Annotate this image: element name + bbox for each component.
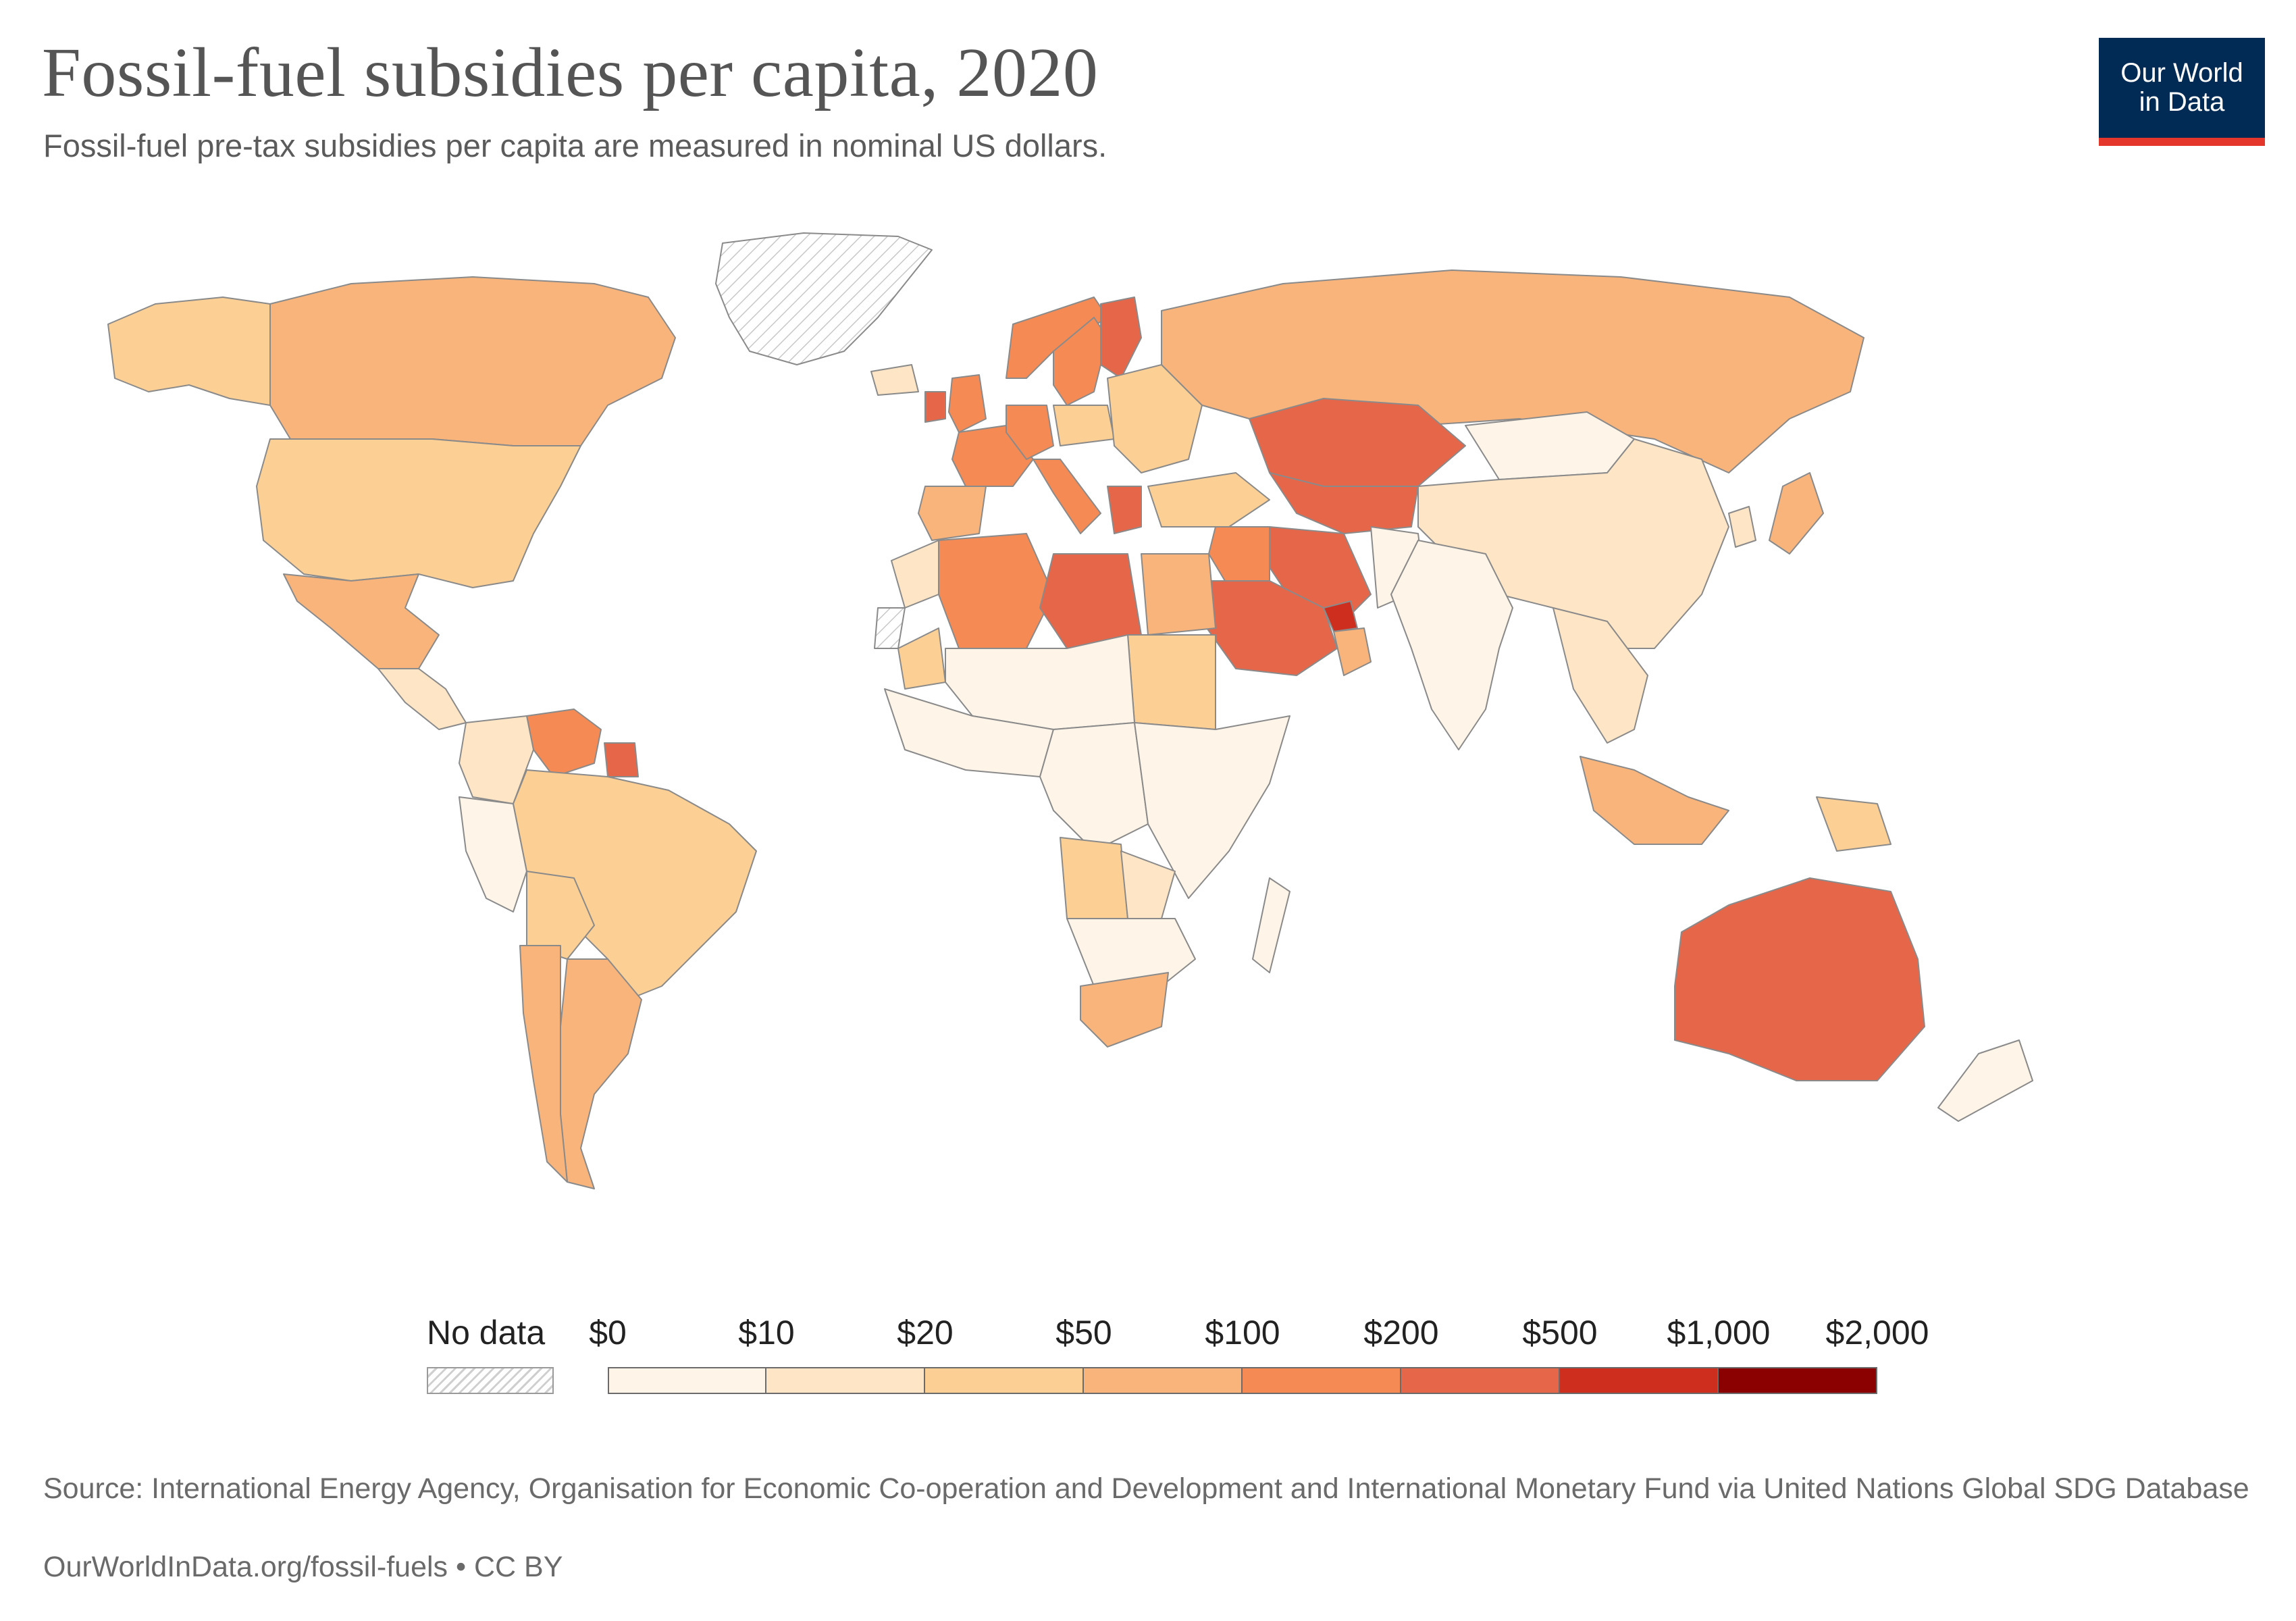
- country-oman[interactable]: [1333, 627, 1372, 676]
- country-united-arab-emirates[interactable]: [1323, 600, 1358, 632]
- country-mexico[interactable]: [283, 573, 440, 669]
- country-india[interactable]: [1390, 540, 1513, 750]
- legend-no-data-label: No data: [427, 1314, 546, 1352]
- legend-threshold-label: $200: [1363, 1314, 1439, 1352]
- country-united-states[interactable]: [256, 438, 581, 588]
- legend-bin-100-200[interactable]: [1243, 1367, 1401, 1394]
- legend-bin-0-10[interactable]: [608, 1367, 766, 1394]
- legend-threshold-label: $10: [738, 1314, 795, 1352]
- country-egypt[interactable]: [1141, 553, 1216, 636]
- country-ireland[interactable]: [924, 391, 946, 423]
- legend-threshold-label: $0: [589, 1314, 627, 1352]
- legend-bin-1000-2000[interactable]: [1719, 1367, 1877, 1394]
- chart-title: Fossil-fuel subsidies per capita, 2020: [42, 34, 1099, 111]
- country-australia[interactable]: [1674, 877, 1925, 1081]
- legend-threshold-label: $2,000: [1825, 1314, 1929, 1352]
- country-indonesia[interactable]: [1580, 756, 1729, 845]
- country-southeast-asia[interactable]: [1553, 607, 1648, 744]
- country-east-africa[interactable]: [1134, 715, 1290, 899]
- country-germany[interactable]: [1006, 405, 1054, 460]
- country-alaska[interactable]: [107, 297, 271, 406]
- legend-color-scale: [608, 1367, 1877, 1394]
- country-papua-new-guinea[interactable]: [1816, 796, 1891, 852]
- legend-no-data-swatch[interactable]: [427, 1367, 554, 1394]
- legend-threshold-label: $1,000: [1667, 1314, 1771, 1352]
- country-madagascar[interactable]: [1252, 877, 1290, 973]
- country-turkey[interactable]: [1147, 472, 1270, 528]
- logo-accent-bar: [2099, 138, 2265, 146]
- legend-threshold-label: $100: [1205, 1314, 1280, 1352]
- legend-threshold-label: $500: [1522, 1314, 1598, 1352]
- legend-bin-20-50[interactable]: [925, 1367, 1084, 1394]
- country-japan[interactable]: [1769, 472, 1824, 555]
- country-greece[interactable]: [1107, 486, 1142, 534]
- legend-bin-50-100[interactable]: [1084, 1367, 1243, 1394]
- legend-bin-10-20[interactable]: [766, 1367, 925, 1394]
- credit-link[interactable]: OurWorldInData.org/fossil-fuels • CC BY: [43, 1551, 563, 1583]
- country-new-zealand[interactable]: [1937, 1039, 2033, 1122]
- country-iceland[interactable]: [870, 364, 919, 396]
- country-italy[interactable]: [1033, 459, 1101, 534]
- country-sweden[interactable]: [1053, 317, 1108, 406]
- country-south-africa[interactable]: [1080, 972, 1169, 1048]
- source-note: Source: International Energy Agency, Org…: [43, 1472, 2249, 1505]
- country-korea[interactable]: [1728, 506, 1756, 548]
- country-suriname[interactable]: [604, 742, 639, 777]
- logo-line-1: Our World: [2120, 57, 2243, 88]
- chart-subtitle: Fossil-fuel pre-tax subsidies per capita…: [43, 128, 1107, 163]
- legend-threshold-label: $20: [897, 1314, 954, 1352]
- country-southern-africa[interactable]: [1066, 918, 1196, 987]
- country-greenland[interactable]: [715, 232, 933, 365]
- owid-logo[interactable]: Our World in Data: [2099, 38, 2265, 146]
- country-chile[interactable]: [519, 945, 568, 1183]
- country-spain[interactable]: [918, 486, 987, 541]
- country-central-asia[interactable]: [1269, 472, 1419, 534]
- country-finland[interactable]: [1100, 297, 1142, 379]
- legend-bin-200-500[interactable]: [1401, 1367, 1560, 1394]
- legend-threshold-label: $50: [1055, 1314, 1112, 1352]
- country-united-kingdom[interactable]: [948, 374, 987, 433]
- logo-line-2: in Data: [2139, 87, 2225, 117]
- legend-bin-500-1000[interactable]: [1560, 1367, 1719, 1394]
- country-bolivia[interactable]: [526, 871, 595, 960]
